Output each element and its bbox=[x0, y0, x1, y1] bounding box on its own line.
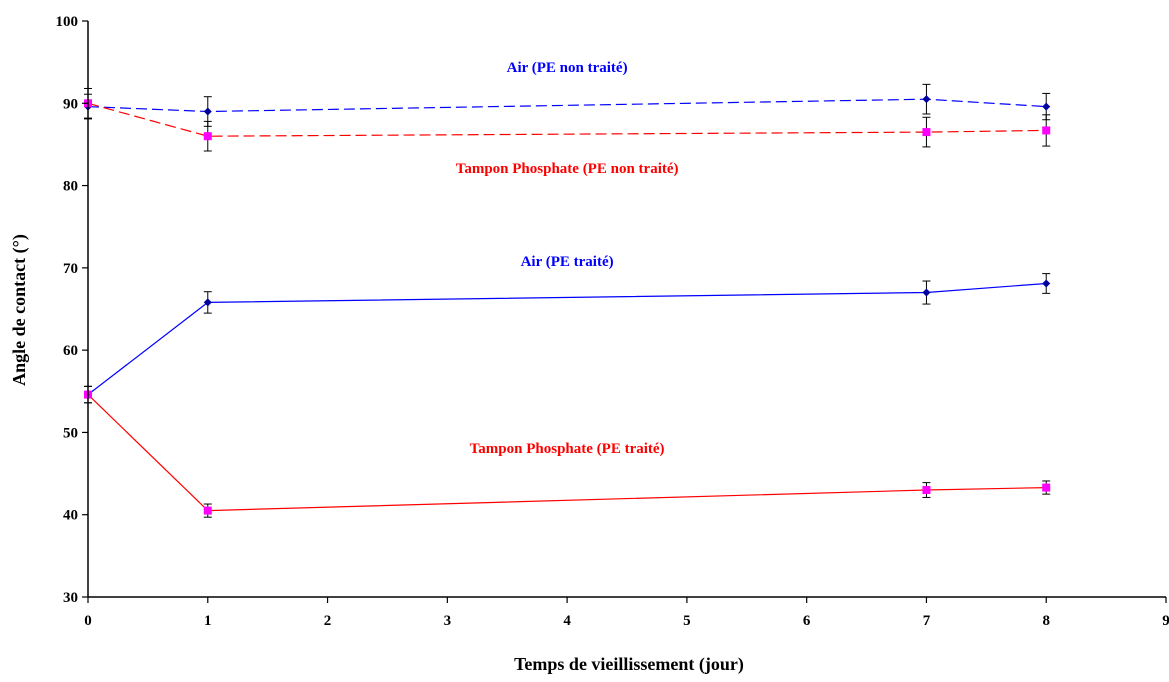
y-tick-label: 100 bbox=[56, 14, 79, 30]
y-tick-label: 40 bbox=[63, 508, 78, 524]
data-point bbox=[922, 95, 930, 103]
y-axis-title: Angle de contact (°) bbox=[9, 234, 30, 386]
data-point bbox=[204, 507, 212, 515]
data-point bbox=[922, 128, 930, 136]
annotations-layer: Air (PE non traité) Tampon Phosphate (PE … bbox=[456, 60, 679, 457]
x-tick-label: 3 bbox=[444, 613, 452, 629]
x-axis-title: Temps de vieillissement (jour) bbox=[514, 654, 744, 675]
x-tick-label: 2 bbox=[324, 613, 332, 629]
data-point bbox=[1042, 484, 1050, 492]
y-tick-label: 90 bbox=[63, 96, 78, 112]
data-point bbox=[1042, 103, 1050, 111]
x-tick-label: 6 bbox=[803, 613, 811, 629]
x-tick-label: 7 bbox=[923, 613, 931, 629]
data-point bbox=[922, 486, 930, 494]
x-tick-label: 5 bbox=[683, 613, 691, 629]
series-annotation: Air (PE non traité) bbox=[507, 60, 628, 76]
data-point bbox=[204, 132, 212, 140]
x-tick-label: 1 bbox=[204, 613, 212, 629]
y-tick-label: 70 bbox=[63, 261, 78, 277]
y-tick-label: 60 bbox=[63, 343, 78, 359]
data-point bbox=[922, 289, 930, 297]
y-tick-label: 80 bbox=[63, 179, 78, 195]
series-1 bbox=[84, 88, 1050, 151]
x-tick-label: 8 bbox=[1042, 613, 1050, 629]
series-line bbox=[88, 284, 1046, 395]
y-tick-label: 30 bbox=[63, 590, 78, 606]
x-tick-label: 9 bbox=[1162, 613, 1169, 629]
data-point bbox=[1042, 279, 1050, 287]
x-tick-label: 0 bbox=[84, 613, 92, 629]
series-line bbox=[88, 99, 1046, 111]
series-0 bbox=[84, 84, 1050, 126]
series-2 bbox=[84, 274, 1050, 403]
series-annotation: Air (PE traité) bbox=[521, 254, 614, 270]
x-tick-label: 4 bbox=[563, 613, 571, 629]
series-annotation: Tampon Phosphate (PE traité) bbox=[470, 441, 665, 457]
series-line bbox=[88, 103, 1046, 136]
data-point bbox=[204, 108, 212, 116]
y-tick-label: 50 bbox=[63, 425, 78, 441]
axes-layer: 30 40 50 60 70 80 90 100 0 1 2 3 4 5 6 7 8 9 bbox=[56, 14, 1169, 629]
series-annotation: Tampon Phosphate (PE non traité) bbox=[456, 161, 679, 177]
data-point bbox=[1042, 126, 1050, 134]
